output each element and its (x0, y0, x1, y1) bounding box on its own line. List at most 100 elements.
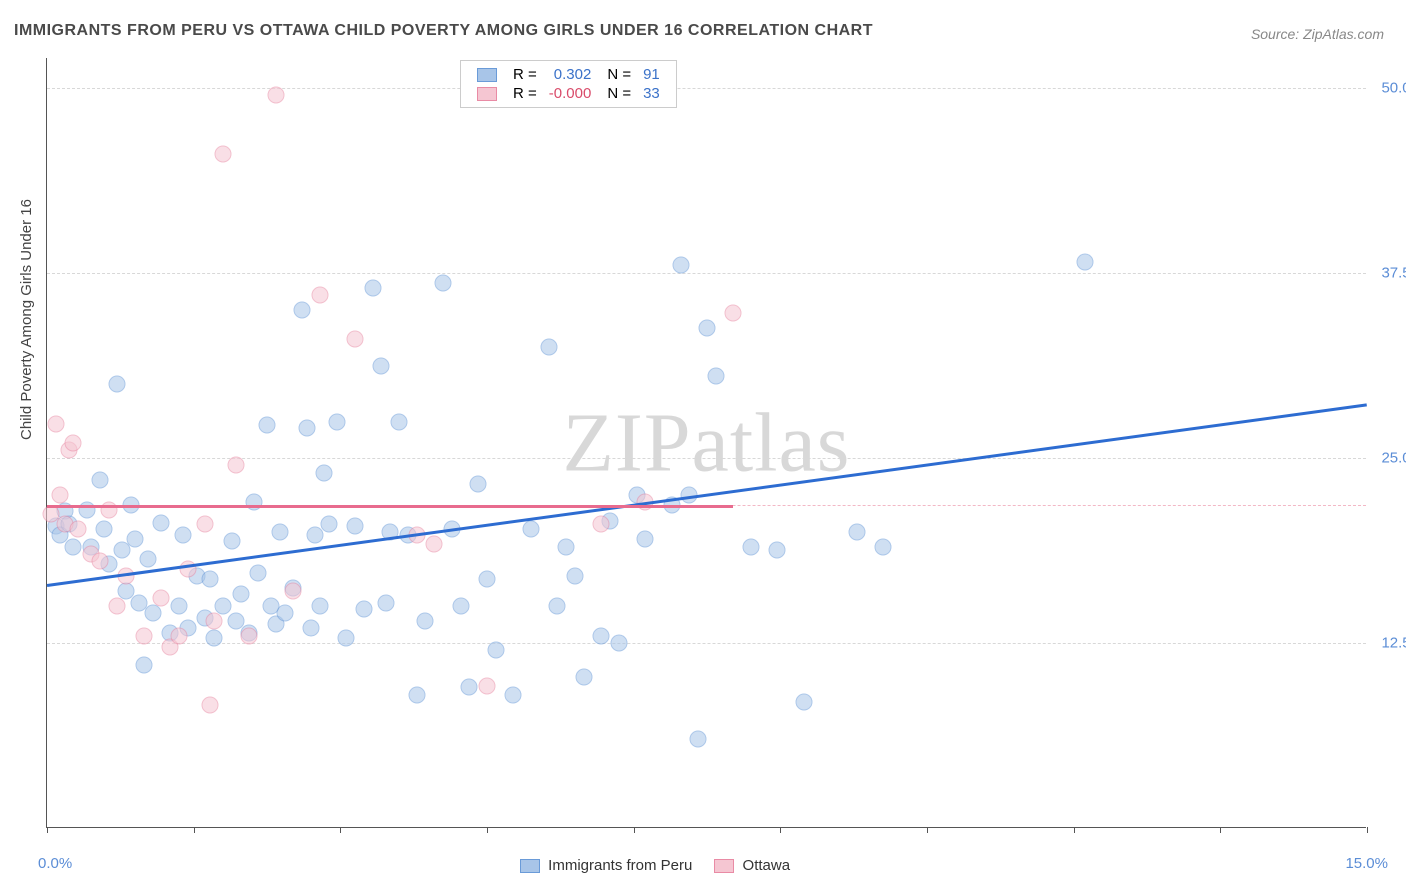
data-point (109, 375, 126, 392)
data-point (294, 301, 311, 318)
data-point (329, 414, 346, 431)
data-point (250, 565, 267, 582)
data-point (91, 472, 108, 489)
y-tick-label: 50.0% (1370, 79, 1406, 96)
legend-item: Immigrants from Peru (520, 857, 692, 874)
data-point (593, 516, 610, 533)
data-point (426, 535, 443, 552)
x-tick (634, 827, 635, 833)
data-point (259, 417, 276, 434)
y-tick-label: 37.5% (1370, 264, 1406, 281)
data-point (690, 731, 707, 748)
data-point (377, 594, 394, 611)
data-point (47, 415, 64, 432)
x-tick (1367, 827, 1368, 833)
data-point (96, 520, 113, 537)
data-point (567, 568, 584, 585)
data-point (875, 538, 892, 555)
watermark: ZIPatlas (563, 394, 851, 491)
data-point (316, 464, 333, 481)
data-point (245, 494, 262, 511)
data-point (725, 304, 742, 321)
data-point (144, 605, 161, 622)
legend-swatch-2 (477, 87, 497, 101)
legend-row-series1: R = 0.302 N = 91 (471, 65, 666, 84)
trend-line (47, 505, 733, 508)
data-point (540, 338, 557, 355)
data-point (197, 516, 214, 533)
y-axis-title: Child Poverty Among Girls Under 16 (18, 199, 35, 440)
data-point (461, 679, 478, 696)
data-point (637, 531, 654, 548)
legend-n-label: N = (597, 65, 637, 84)
data-point (558, 538, 575, 555)
x-axis-max-label: 15.0% (1345, 855, 1388, 872)
data-point (276, 605, 293, 622)
data-point (391, 414, 408, 431)
x-tick (927, 827, 928, 833)
y-tick-label: 25.0% (1370, 449, 1406, 466)
data-point (549, 597, 566, 614)
data-point (140, 550, 157, 567)
data-point (298, 420, 315, 437)
legend-n-label: N = (597, 84, 637, 103)
y-tick-label: 12.5% (1370, 634, 1406, 651)
data-point (175, 526, 192, 543)
x-tick (194, 827, 195, 833)
data-point (201, 571, 218, 588)
trend-line (47, 403, 1367, 586)
data-point (171, 597, 188, 614)
legend-r-value-1: 0.302 (543, 65, 598, 84)
data-point (575, 668, 592, 685)
data-point (100, 501, 117, 518)
grid-line (47, 458, 1366, 459)
data-point (417, 612, 434, 629)
x-tick (340, 827, 341, 833)
data-point (241, 627, 258, 644)
source-label: Source: ZipAtlas.com (1251, 26, 1384, 42)
data-point (206, 630, 223, 647)
data-point (699, 319, 716, 336)
x-tick (1074, 827, 1075, 833)
data-point (479, 571, 496, 588)
chart-title: IMMIGRANTS FROM PERU VS OTTAWA CHILD POV… (14, 22, 873, 40)
x-tick (487, 827, 488, 833)
data-point (611, 634, 628, 651)
grid-line (47, 273, 1366, 274)
legend-series: Immigrants from Peru Ottawa (520, 857, 812, 874)
data-point (320, 516, 337, 533)
data-point (373, 358, 390, 375)
data-point (52, 486, 69, 503)
legend-r-label: R = (507, 65, 543, 84)
data-point (223, 532, 240, 549)
x-tick (780, 827, 781, 833)
data-point (206, 612, 223, 629)
x-tick (47, 827, 48, 833)
data-point (479, 677, 496, 694)
data-point (487, 642, 504, 659)
grid-line (47, 88, 1366, 89)
data-point (285, 583, 302, 600)
data-point (795, 694, 812, 711)
legend-item: Ottawa (714, 857, 790, 874)
data-point (232, 586, 249, 603)
data-point (470, 476, 487, 493)
data-point (435, 275, 452, 292)
data-point (338, 630, 355, 647)
data-point (505, 686, 522, 703)
legend-swatch (714, 859, 734, 873)
x-axis-min-label: 0.0% (38, 855, 72, 872)
data-point (65, 538, 82, 555)
data-point (452, 597, 469, 614)
data-point (593, 627, 610, 644)
legend-r-label: R = (507, 84, 543, 103)
data-point (769, 541, 786, 558)
data-point (303, 620, 320, 637)
data-point (69, 520, 86, 537)
data-point (171, 627, 188, 644)
data-point (109, 597, 126, 614)
data-point (1077, 254, 1094, 271)
legend-correlation: R = 0.302 N = 91 R = -0.000 N = 33 (460, 60, 677, 108)
data-point (743, 538, 760, 555)
data-point (78, 501, 95, 518)
